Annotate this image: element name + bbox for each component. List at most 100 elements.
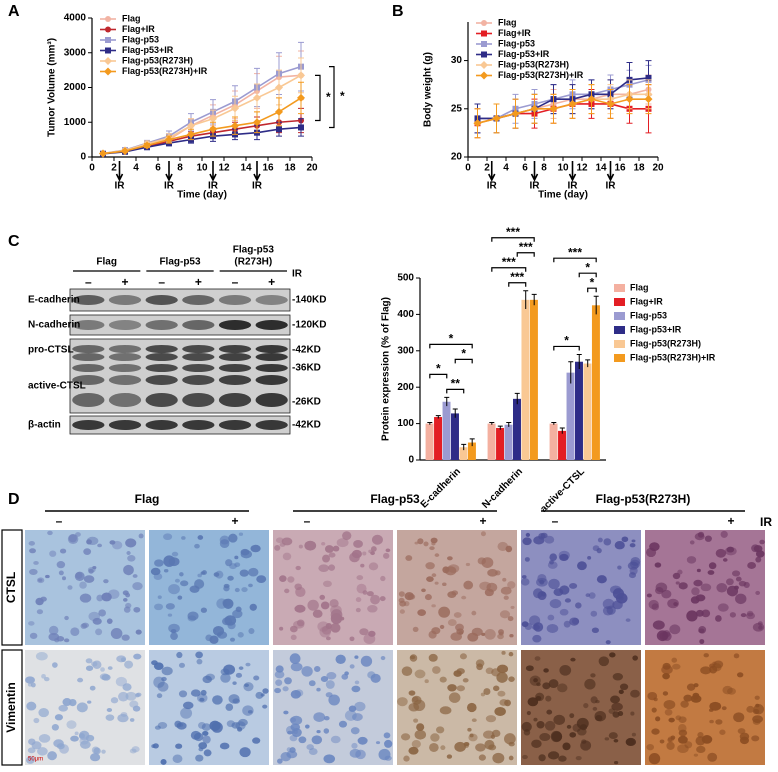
ihc-cell <box>754 695 760 700</box>
legend-label: Flag-p53(R273H) <box>630 338 701 348</box>
blot-band <box>218 295 252 305</box>
ihc-cell <box>125 592 131 598</box>
ihc-cell <box>209 635 219 644</box>
ihc-cell <box>172 754 183 763</box>
ihc-cell <box>667 736 675 742</box>
ihc-cell <box>231 722 241 729</box>
blot-band <box>108 375 142 385</box>
ihc-cell <box>290 723 301 731</box>
ihc-cell <box>463 580 474 590</box>
ihc-cell <box>485 715 497 723</box>
ihc-cell <box>325 680 335 689</box>
ihc-cell <box>239 747 251 758</box>
ihc-cell <box>672 572 681 580</box>
ihc-cell <box>439 706 452 715</box>
ihc-cell <box>539 733 551 741</box>
ihc-cell <box>123 606 131 613</box>
ihc-cell <box>349 748 362 758</box>
ihc-cell <box>663 699 676 710</box>
significance-label: *** <box>502 255 516 269</box>
ihc-cell <box>76 702 88 713</box>
ihc-cell <box>625 618 631 622</box>
ihc-cell <box>78 730 90 741</box>
ihc-cell <box>362 590 368 595</box>
blot-band <box>108 420 142 430</box>
bar <box>496 427 505 460</box>
ihc-cell <box>202 675 212 684</box>
ihc-cell <box>426 576 434 583</box>
ihc-cell <box>117 713 129 723</box>
ihc-cell <box>132 582 143 591</box>
error-bar <box>568 361 574 384</box>
significance-label: * <box>461 347 466 361</box>
ihc-cell <box>262 704 268 709</box>
ihc-cell <box>700 666 712 675</box>
treatment-label: + <box>231 514 238 528</box>
ihc-cell <box>287 576 295 583</box>
ihc-cell <box>424 594 432 601</box>
ihc-cell <box>368 630 376 637</box>
ihc-cell <box>316 729 321 734</box>
blot-band <box>145 320 178 330</box>
ihc-cell <box>484 739 495 750</box>
ihc-cell <box>721 706 727 711</box>
ihc-cell <box>475 659 485 668</box>
ihc-cell <box>698 626 707 634</box>
ihc-cell <box>37 747 48 756</box>
ihc-cell <box>371 534 383 545</box>
ihc-cell <box>360 655 373 667</box>
ihc-cell <box>631 539 636 543</box>
ihc-cell <box>753 704 765 715</box>
ihc-cell <box>424 679 429 684</box>
ihc-cell <box>618 689 624 695</box>
blot-band <box>108 320 142 330</box>
ihc-cell <box>178 662 185 668</box>
ihc-cell <box>414 729 427 740</box>
group-label: Flag <box>96 257 117 268</box>
significance-label: * <box>564 334 569 348</box>
ihc-cell <box>338 720 348 728</box>
annotation-arrow <box>209 161 217 182</box>
ihc-cell <box>421 588 426 593</box>
ihc-cell <box>465 562 471 567</box>
error-bar <box>444 396 450 407</box>
ihc-cell <box>440 745 446 751</box>
ihc-cell <box>613 738 619 743</box>
marker <box>481 51 487 58</box>
ihc-cell <box>135 693 140 698</box>
ihc-cell <box>752 719 761 725</box>
size-marker: -120KD <box>292 320 326 331</box>
ihc-cell <box>121 634 130 641</box>
ihc-cell <box>356 575 364 581</box>
ihc-cell <box>700 583 712 592</box>
blot-band <box>72 353 105 361</box>
ihc-cell <box>157 595 162 599</box>
ihc-cell <box>491 729 501 738</box>
ihc-cell <box>229 563 237 570</box>
group-label: Flag <box>135 492 160 506</box>
ihc-cell <box>175 743 183 749</box>
group-label: Flag-p53 <box>233 245 275 256</box>
ihc-cell <box>720 530 728 538</box>
ihc-cell <box>416 723 425 732</box>
ihc-cell <box>97 543 103 548</box>
significance-label: *** <box>510 270 524 284</box>
ihc-cell <box>122 683 132 691</box>
error-bar <box>469 438 475 447</box>
ihc-cell <box>673 602 678 607</box>
ihc-cell <box>759 539 765 545</box>
ihc-cell <box>328 564 336 571</box>
ihc-cell <box>689 540 695 545</box>
ihc-cell <box>177 595 183 600</box>
ihc-cell <box>522 537 532 546</box>
ihc-cell <box>357 736 368 745</box>
ihc-cell <box>163 555 176 567</box>
blot-band <box>255 375 288 385</box>
ihc-cell <box>569 582 578 589</box>
legend-label: Flag-p53(R273H)+IR <box>122 66 208 76</box>
ihc-cell <box>354 655 359 659</box>
ihc-cell <box>91 746 100 754</box>
blot-band <box>182 420 215 430</box>
ihc-cell <box>652 620 665 630</box>
significance-bracket <box>578 272 597 278</box>
